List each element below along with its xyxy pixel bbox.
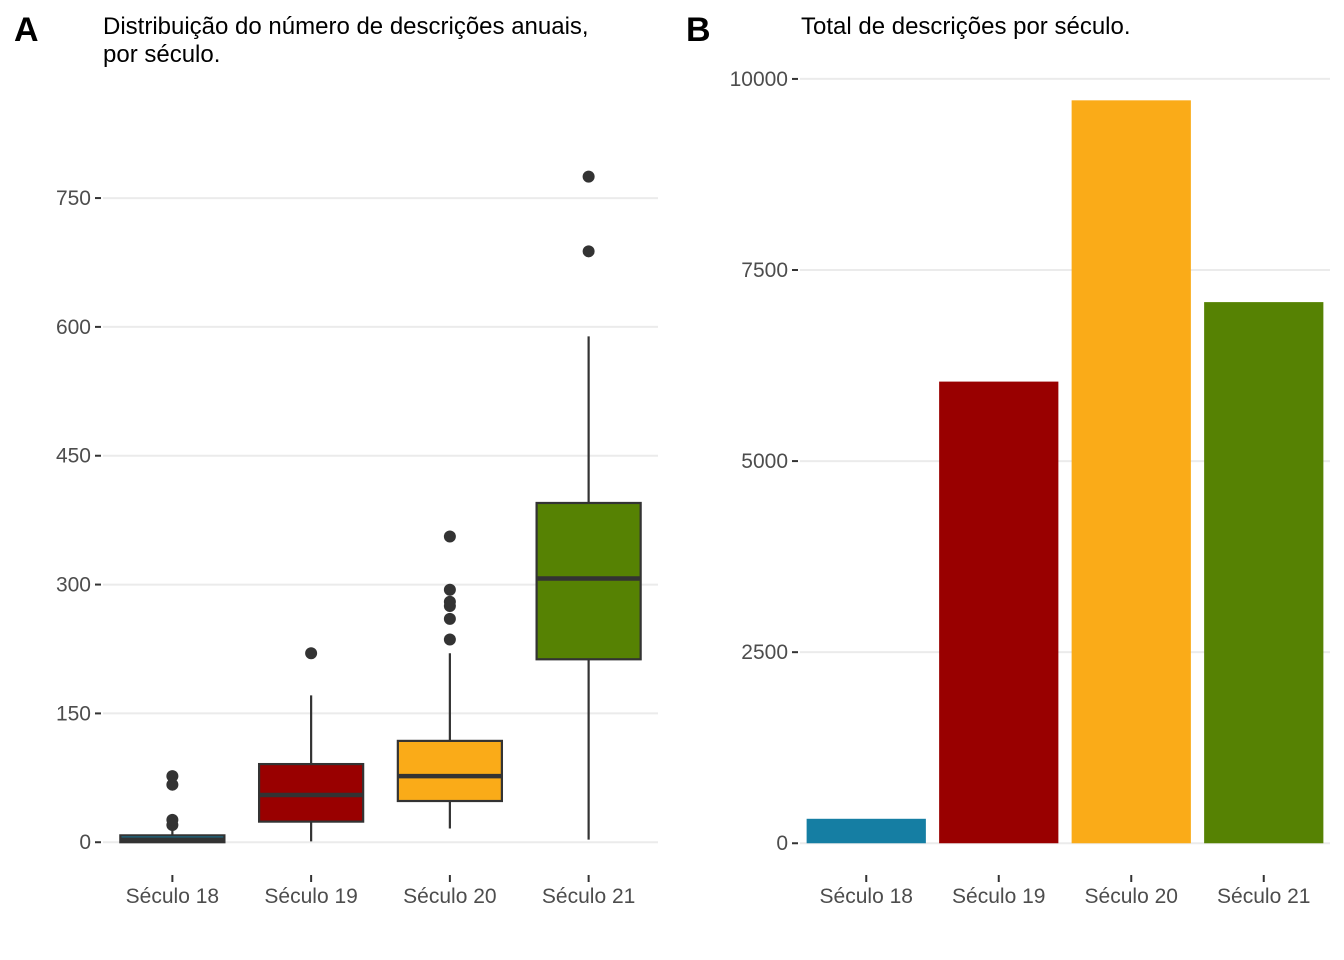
box-outlier xyxy=(443,583,456,596)
a-y-tick-label: 750 xyxy=(56,187,91,210)
panel-b-title: Total de descrições por século. xyxy=(801,13,1131,40)
a-y-tick-label: 0 xyxy=(79,831,91,854)
b-x-tick-label: Século 21 xyxy=(1217,885,1310,908)
box-outlier xyxy=(305,647,318,660)
box-outlier xyxy=(166,770,179,783)
box-outlier xyxy=(443,530,456,543)
box-2 xyxy=(257,647,365,842)
bar-2 xyxy=(939,381,1059,844)
b-x-tick-label: Século 19 xyxy=(952,885,1045,908)
box-outlier xyxy=(582,245,595,258)
a-x-tick-label: Século 21 xyxy=(542,885,635,908)
box-outlier xyxy=(166,778,179,791)
a-x-tick-label: Século 20 xyxy=(403,885,496,908)
bar-1 xyxy=(806,818,926,844)
bar-4 xyxy=(1204,302,1324,844)
box-1 xyxy=(119,770,226,844)
b-y-tick-label: 7500 xyxy=(741,259,788,282)
box-3 xyxy=(396,530,504,829)
box-outlier xyxy=(582,170,595,183)
a-y-tick-label: 450 xyxy=(56,445,91,468)
bar-3 xyxy=(1071,100,1191,844)
panel-tag-a: A xyxy=(14,11,39,49)
box-body xyxy=(535,501,642,661)
box-outlier xyxy=(166,813,179,826)
box-body xyxy=(396,739,504,803)
panel-tag-b: B xyxy=(686,11,711,49)
b-y-tick-label: 10000 xyxy=(730,68,788,91)
box-outlier xyxy=(443,612,456,625)
b-y-tick-label: 5000 xyxy=(741,450,788,473)
bar-panel: B Total de descrições por século. 0 2500 5… xyxy=(686,11,1330,908)
b-x-tick-label: Século 20 xyxy=(1085,885,1178,908)
box-outlier xyxy=(443,633,456,646)
b-x-tick-label: Século 18 xyxy=(820,885,913,908)
boxplot-panel: A Distribuição do número de descrições a… xyxy=(14,11,658,908)
box-outlier xyxy=(443,595,456,608)
a-y-tick-label: 600 xyxy=(56,316,91,339)
panel-a-title-line-1: Distribuição do número de descrições anu… xyxy=(103,13,589,40)
b-y-tick-label: 2500 xyxy=(741,641,788,664)
a-x-tick-label: Século 19 xyxy=(264,885,357,908)
panel-a-title-line-2: por século. xyxy=(103,41,220,68)
a-x-tick-label: Século 18 xyxy=(126,885,219,908)
a-y-tick-label: 150 xyxy=(56,702,91,725)
a-y-tick-label: 300 xyxy=(56,574,91,597)
box-4 xyxy=(535,170,642,840)
b-y-tick-label: 0 xyxy=(776,832,788,855)
